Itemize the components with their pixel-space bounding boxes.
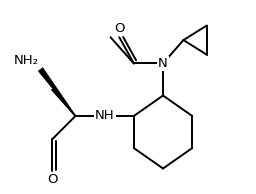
Text: N: N xyxy=(158,57,168,70)
Text: NH: NH xyxy=(95,109,114,122)
Text: O: O xyxy=(47,173,57,186)
Text: NH₂: NH₂ xyxy=(14,54,39,67)
Polygon shape xyxy=(38,68,76,116)
Text: O: O xyxy=(114,22,124,35)
